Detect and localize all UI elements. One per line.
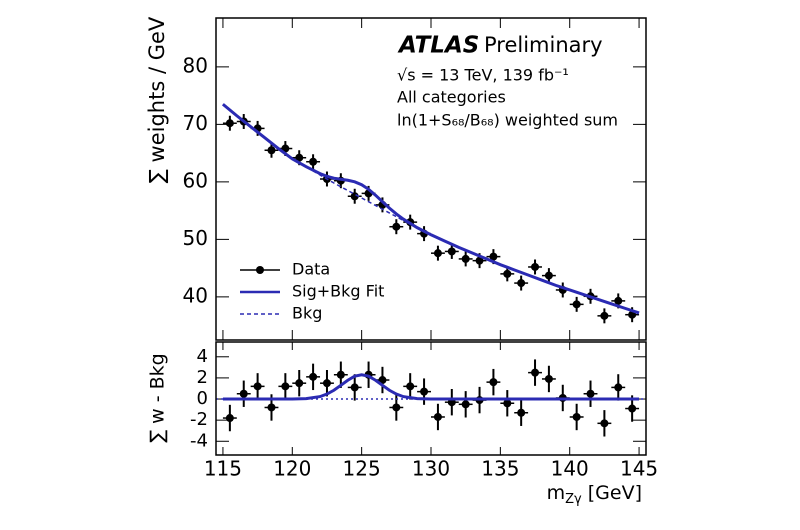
data-point — [572, 300, 581, 309]
data-point — [531, 262, 540, 271]
data-point — [267, 146, 276, 155]
frame — [215, 341, 647, 456]
data-point — [628, 404, 637, 413]
y-tick-label: -2 — [190, 409, 208, 430]
y-tick-label: 80 — [183, 53, 208, 77]
plot-area — [216, 359, 646, 437]
data-point — [475, 256, 484, 265]
y-tick-label: 2 — [197, 367, 208, 388]
x-label-sub: Zγ — [565, 492, 582, 507]
x-tick-label: 120 — [273, 457, 311, 481]
data-point — [447, 247, 456, 256]
data-point — [614, 296, 623, 305]
data-point — [544, 374, 553, 383]
data-point — [433, 249, 442, 258]
data-point — [392, 403, 401, 412]
data-point — [461, 400, 470, 409]
data-point — [309, 372, 318, 381]
frame — [215, 17, 647, 341]
data-point — [503, 269, 512, 278]
y-axis-label: ∑ w - Bkg — [147, 353, 169, 442]
y-tick-label: -4 — [190, 430, 208, 451]
annotation: All categories — [397, 88, 506, 107]
data-point — [572, 412, 581, 421]
data-point — [225, 414, 234, 423]
data-point — [295, 153, 304, 162]
status-label: Preliminary — [484, 33, 603, 57]
data-point — [295, 379, 304, 388]
data-point — [531, 368, 540, 377]
x-tick-label: 115 — [204, 457, 242, 481]
data-point — [281, 382, 290, 391]
y-tick-label: 0 — [197, 388, 208, 409]
data-point — [461, 254, 470, 263]
y-axis-label: ∑ weights / GeV — [145, 16, 169, 183]
x-tick-label: 130 — [412, 457, 450, 481]
data-point — [489, 252, 498, 261]
data-point — [517, 408, 526, 417]
data-point — [350, 383, 359, 392]
x-tick-label: 135 — [481, 457, 519, 481]
x-label-main: m — [547, 482, 566, 504]
data-point — [600, 311, 609, 320]
data-point — [614, 383, 623, 392]
x-axis-label: mZγ [GeV] — [547, 482, 642, 507]
data-point — [586, 389, 595, 398]
fit-curve — [221, 103, 640, 315]
plot-area — [221, 103, 640, 324]
legend-label: Data — [292, 260, 330, 279]
data-point — [336, 370, 345, 379]
dashed-curve — [222, 103, 640, 314]
x-tick-label: 125 — [343, 457, 381, 481]
data-point — [267, 403, 276, 412]
y-tick-label: 60 — [183, 168, 208, 192]
experiment-label: ATLAS — [397, 33, 479, 59]
data-point — [322, 379, 331, 388]
data-point — [350, 192, 359, 201]
annotation: √s = 13 TeV, 139 fb⁻¹ — [397, 66, 569, 85]
x-tick-label: 145 — [620, 457, 658, 481]
data-point — [600, 419, 609, 428]
data-point — [392, 222, 401, 231]
data-point — [253, 382, 262, 391]
y-tick-label: 4 — [197, 346, 208, 367]
y-tick-label: 40 — [183, 283, 208, 307]
legend-label: Bkg — [292, 304, 322, 323]
data-point — [517, 279, 526, 288]
data-point — [420, 387, 429, 396]
data-point — [239, 389, 248, 398]
data-point — [225, 119, 234, 128]
data-point — [544, 271, 553, 280]
data-point — [309, 157, 318, 166]
data-point — [489, 378, 498, 387]
y-tick-label: 70 — [183, 111, 208, 135]
data-point — [503, 399, 512, 408]
legend-swatch — [256, 266, 264, 274]
annotation: ln(1+S₆₈/B₆₈) weighted sum — [397, 111, 618, 130]
x-label-unit: [GeV] — [588, 482, 642, 504]
fit-curve — [222, 373, 640, 401]
data-point — [433, 412, 442, 421]
x-tick-label: 140 — [551, 457, 589, 481]
y-tick-label: 50 — [183, 226, 208, 250]
data-point — [406, 382, 415, 391]
legend-label: Sig+Bkg Fit — [292, 282, 384, 301]
